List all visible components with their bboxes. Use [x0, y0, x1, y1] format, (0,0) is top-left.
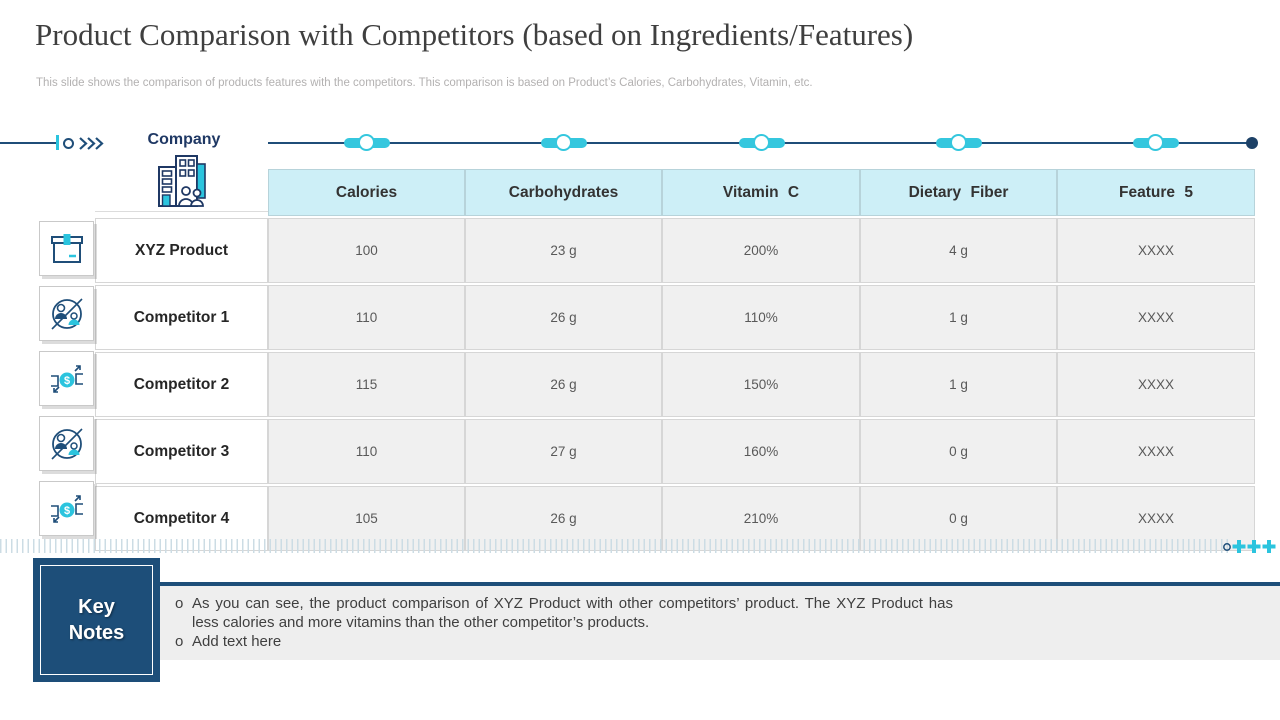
cell-value: 110	[268, 285, 465, 350]
table-row: Competitor 3 110 27 g 160% 0 g XXXX	[95, 419, 1255, 484]
column-header-carbohydrates: Carbohydrates	[465, 169, 662, 216]
bullet-marker: o	[175, 595, 184, 612]
company-column-label: Company	[147, 131, 221, 148]
row-icon-box: $	[39, 481, 94, 536]
cell-value: 110	[268, 419, 465, 484]
timeline-left-segment	[0, 142, 56, 144]
notes-top-bar	[160, 582, 1280, 586]
cell-value: 27 g	[465, 419, 662, 484]
cell-value: 100	[268, 218, 465, 283]
timeline-slider-icon	[1133, 134, 1179, 151]
note-bullet: o Add text here	[175, 632, 953, 651]
row-icon-box	[39, 286, 94, 341]
timeline-start-circle-icon	[63, 138, 74, 149]
cell-value: 0 g	[860, 419, 1057, 484]
ruler-ticks-decoration	[0, 539, 1230, 553]
row-label: Competitor 1	[95, 285, 268, 350]
cell-value: 26 g	[465, 352, 662, 417]
package-icon	[50, 233, 83, 263]
notes-panel: o As you can see, the product comparison…	[160, 586, 1280, 660]
cell-value: 200%	[662, 218, 860, 283]
key-notes-box: Key Notes	[33, 558, 160, 682]
table-header-row: Calories Carbohydrates Vitamin C Dietary…	[95, 169, 1255, 216]
chevrons-right-icon	[78, 136, 106, 156]
people-comparison-icon	[50, 297, 83, 330]
cell-value: 110%	[662, 285, 860, 350]
table-row: XYZ Product 100 23 g 200% 4 g XXXX	[95, 218, 1255, 283]
note-bullet: o As you can see, the product comparison…	[175, 594, 953, 632]
timeline-slider-icon	[344, 134, 390, 151]
bullet-marker: o	[175, 633, 184, 650]
cell-value: XXXX	[1057, 419, 1255, 484]
row-label: Competitor 3	[95, 419, 268, 484]
cell-value: 26 g	[465, 285, 662, 350]
row-icon-box: $	[39, 351, 94, 406]
column-header-feature-5: Feature 5	[1057, 169, 1255, 216]
page-subtitle: This slide shows the comparison of produ…	[36, 77, 813, 89]
table-row: Competitor 1 110 26 g 110% 1 g XXXX	[95, 285, 1255, 350]
page-title: Product Comparison with Competitors (bas…	[35, 17, 914, 52]
bullet-text: Add text here	[192, 633, 282, 650]
company-building-icon	[154, 152, 214, 212]
cell-value: 4 g	[860, 218, 1057, 283]
row-icon-box	[39, 221, 94, 276]
cell-value: XXXX	[1057, 218, 1255, 283]
cell-value: XXXX	[1057, 352, 1255, 417]
cell-value: 115	[268, 352, 465, 417]
svg-text:$: $	[63, 375, 69, 387]
column-header-vitamin-c: Vitamin C	[662, 169, 860, 216]
table-row: Competitor 2 115 26 g 150% 1 g XXXX	[95, 352, 1255, 417]
timeline-start-bar	[56, 135, 59, 150]
row-icon-box	[39, 416, 94, 471]
row-label: Competitor 2	[95, 352, 268, 417]
column-header-dietary-fiber: Dietary Fiber	[860, 169, 1057, 216]
timeline-slider-icon	[936, 134, 982, 151]
table-corner-cell	[95, 169, 268, 216]
column-header-calories: Calories	[268, 169, 465, 216]
plus-marks-icon	[1222, 539, 1280, 560]
cell-value: 23 g	[465, 218, 662, 283]
cell-value: 1 g	[860, 352, 1057, 417]
key-notes-inner-border	[40, 565, 153, 675]
row-label: XYZ Product	[95, 218, 268, 283]
comparison-table: Calories Carbohydrates Vitamin C Dietary…	[95, 167, 1255, 553]
timeline-slider-icon	[541, 134, 587, 151]
money-exchange-icon: $	[50, 494, 83, 523]
timeline-end-dot	[1246, 137, 1258, 149]
svg-text:$: $	[63, 505, 69, 517]
cell-value: 150%	[662, 352, 860, 417]
cell-value: 1 g	[860, 285, 1057, 350]
timeline-slider-icon	[739, 134, 785, 151]
cell-value: XXXX	[1057, 285, 1255, 350]
company-cell-divider	[95, 211, 268, 212]
key-notes-label: Key Notes	[68, 596, 125, 644]
people-comparison-icon	[50, 427, 83, 460]
bullet-text: As you can see, the product comparison o…	[192, 595, 953, 631]
cell-value: 160%	[662, 419, 860, 484]
money-exchange-icon: $	[50, 364, 83, 393]
notes-list: o As you can see, the product comparison…	[175, 594, 953, 651]
